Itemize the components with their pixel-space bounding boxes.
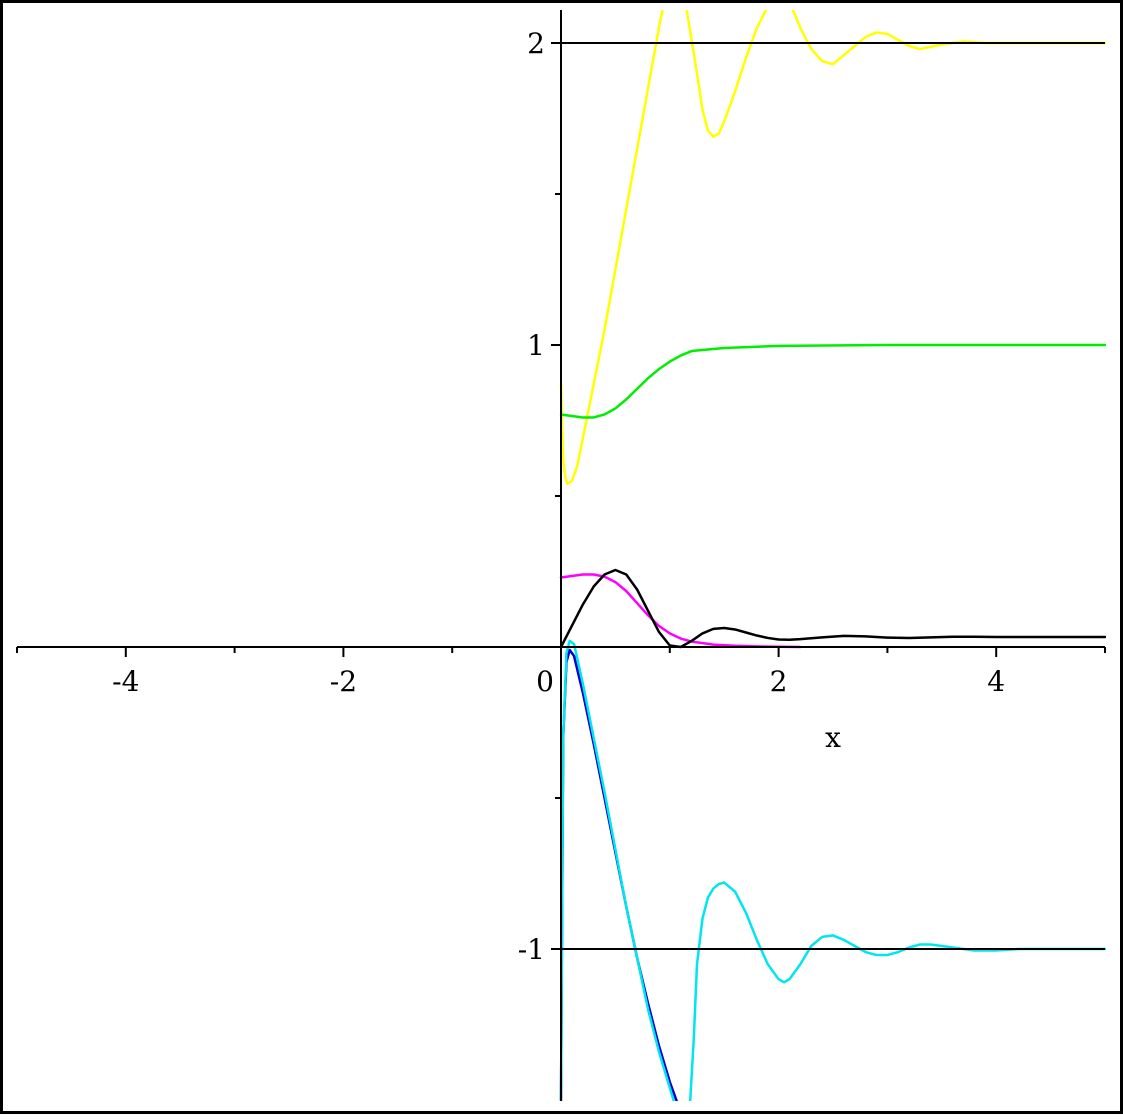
- x-tick-label: 2: [770, 665, 788, 698]
- y-tick-label: 2: [527, 27, 545, 60]
- y-tick-label: 1: [527, 329, 545, 362]
- series-line-4: [559, 568, 1106, 649]
- y-tick-label: -1: [518, 933, 545, 966]
- x-axis-label: x: [825, 721, 841, 754]
- series-line-2: [559, 343, 1106, 419]
- series-line-6: [559, 639, 1106, 1101]
- reference-lines: [561, 42, 1105, 950]
- x-tick-label: -2: [330, 665, 357, 698]
- x-tick-label: -4: [112, 665, 139, 698]
- x-tick-label: 0: [536, 665, 554, 698]
- series-layer: [559, 10, 1106, 1101]
- x-tick-label: 4: [987, 665, 1005, 698]
- tick-labels: -4 -2 0 2 4 -1 1 2 x: [112, 27, 1005, 966]
- axes: [16, 10, 1106, 1101]
